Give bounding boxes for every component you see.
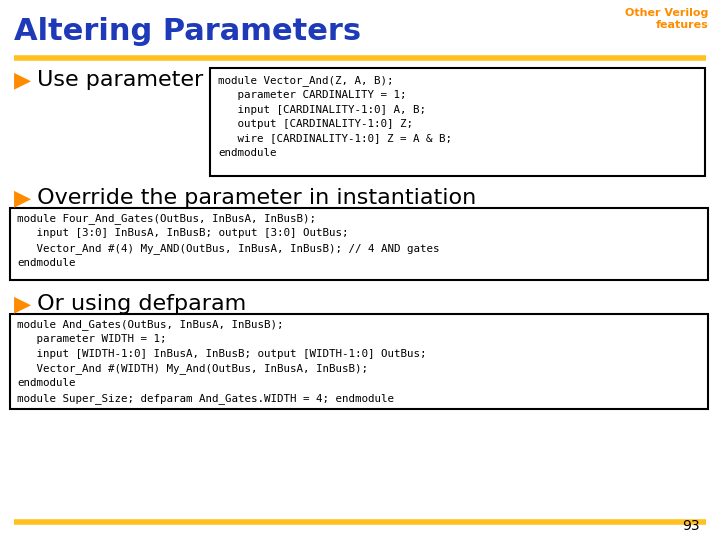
Text: ▶: ▶ (14, 294, 31, 314)
Text: features: features (655, 20, 708, 30)
Text: Use parameter: Use parameter (30, 70, 203, 90)
Text: module And_Gates(OutBus, InBusA, InBusB);
   parameter WIDTH = 1;
   input [WIDT: module And_Gates(OutBus, InBusA, InBusB)… (17, 319, 426, 404)
FancyBboxPatch shape (10, 208, 708, 280)
Text: module Vector_And(Z, A, B);
   parameter CARDINALITY = 1;
   input [CARDINALITY-: module Vector_And(Z, A, B); parameter CA… (218, 75, 452, 158)
Text: Override the parameter in instantiation: Override the parameter in instantiation (30, 188, 476, 208)
Text: 93: 93 (683, 519, 700, 533)
Text: Or using defparam: Or using defparam (30, 294, 246, 314)
Text: Other Verilog: Other Verilog (625, 8, 708, 18)
Text: ▶: ▶ (14, 70, 31, 90)
Text: ▶: ▶ (14, 188, 31, 208)
FancyBboxPatch shape (210, 68, 705, 176)
FancyBboxPatch shape (10, 314, 708, 409)
Text: Altering Parameters: Altering Parameters (14, 17, 361, 46)
Text: module Four_And_Gates(OutBus, InBusA, InBusB);
   input [3:0] InBusA, InBusB; ou: module Four_And_Gates(OutBus, InBusA, In… (17, 213, 439, 268)
